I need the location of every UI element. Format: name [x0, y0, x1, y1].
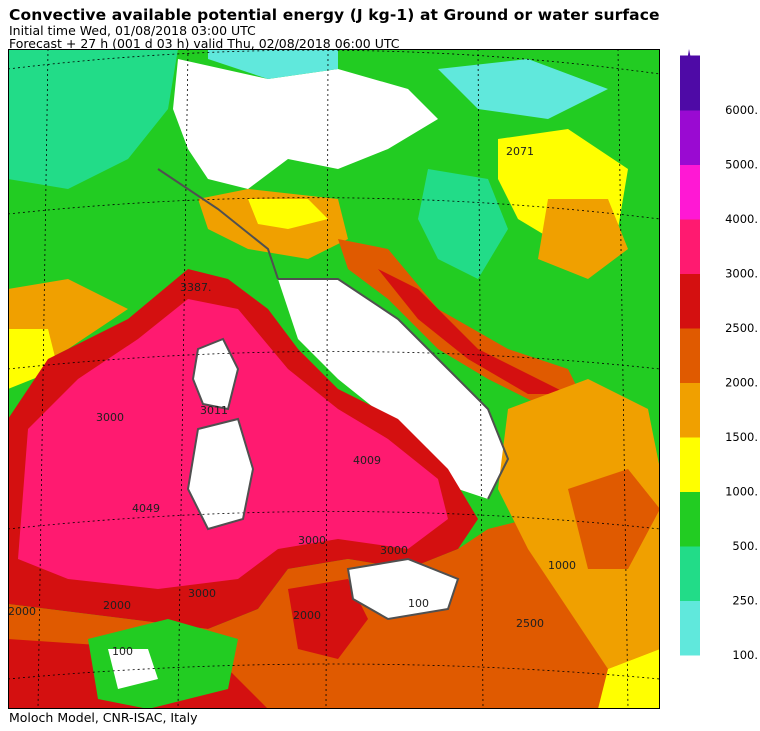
contour-label: 3000: [298, 534, 326, 547]
contour-label: 2500: [516, 617, 544, 630]
contour-label: 4009: [353, 454, 381, 467]
legend-swatch: [680, 600, 700, 656]
sicily: [348, 559, 458, 619]
legend-label: 100.: [732, 648, 758, 659]
legend-swatch: [680, 273, 700, 329]
color-legend: 100. 250. 500. 1000. 1500. 2000. 2500. 3000. 400…: [680, 49, 758, 659]
legend-arrow: [680, 49, 700, 104]
legend-label: 3000.: [725, 267, 758, 281]
contour-label: 100: [112, 645, 133, 658]
initial-time-label: Initial time Wed, 01/08/2018 03:00 UTC: [9, 23, 256, 38]
model-credit: Moloch Model, CNR-ISAC, Italy: [9, 710, 198, 725]
contour-label: 4049: [132, 502, 160, 515]
legend-swatch: [680, 437, 700, 492]
no-cape-alps: [173, 59, 438, 189]
contour-label: 3011: [200, 404, 228, 417]
coastlines: [157, 168, 510, 621]
sardinia: [188, 419, 253, 529]
legend-label: 500.: [732, 539, 758, 553]
contour-label: 2071: [506, 145, 534, 158]
contour-label: 1000: [548, 559, 576, 572]
contour-label: 100: [408, 597, 429, 610]
legend-swatch: [680, 164, 700, 220]
cape-map: 3387. 4049 4009 3000 3000 3000 3000 2000…: [8, 49, 660, 709]
legend-swatch: [680, 219, 700, 274]
graticule: [8, 49, 660, 709]
legend-swatch: [680, 546, 700, 601]
contour-label: 3000: [188, 587, 216, 600]
legend-swatch: [680, 491, 700, 547]
legend-label: 1500.: [725, 430, 758, 444]
contour-label: 3000: [380, 544, 408, 557]
chart-title: Convective available potential energy (J…: [9, 6, 660, 24]
contour-label: 3387.: [180, 281, 212, 294]
legend-swatch: [680, 328, 700, 383]
contour-label: 3000: [96, 411, 124, 424]
corsica: [193, 339, 238, 409]
italy-peninsula: [278, 279, 508, 499]
legend-label: 250.: [732, 594, 758, 608]
legend-label: 1000.: [725, 485, 758, 499]
legend-label: 6000.: [725, 103, 758, 117]
legend-label: 5000.: [725, 158, 758, 172]
legend-swatch: [680, 382, 700, 438]
forecast-valid-label: Forecast + 27 h (001 d 03 h) valid Thu, …: [9, 36, 400, 51]
legend-label: 2500.: [725, 321, 758, 335]
contour-label: 2000: [293, 609, 321, 622]
legend-label: 4000.: [725, 212, 758, 226]
legend-swatch: [680, 110, 700, 165]
contour-label: 2000: [103, 599, 131, 612]
legend-label: 2000.: [725, 376, 758, 390]
map-frame: [8, 49, 660, 709]
low-cape-region-nw: [8, 49, 178, 189]
contour-label: 2000: [8, 605, 36, 618]
